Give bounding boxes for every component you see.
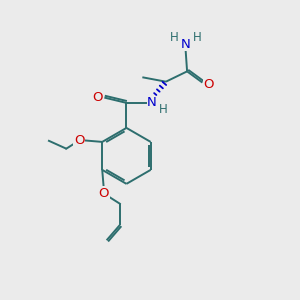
Text: O: O — [204, 77, 214, 91]
Text: N: N — [181, 38, 190, 51]
Text: H: H — [170, 31, 179, 44]
Text: O: O — [93, 91, 103, 104]
Text: H: H — [192, 31, 201, 44]
Text: H: H — [159, 103, 167, 116]
Text: O: O — [98, 187, 109, 200]
Text: N: N — [147, 96, 157, 110]
Text: O: O — [74, 134, 85, 147]
